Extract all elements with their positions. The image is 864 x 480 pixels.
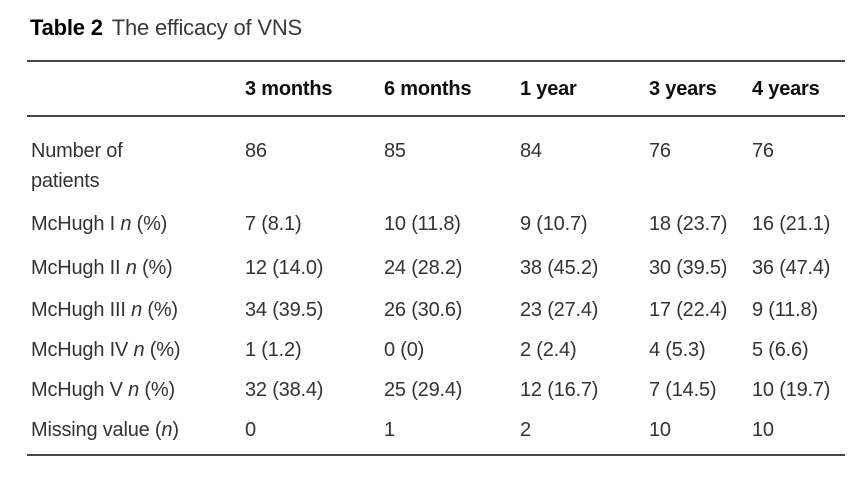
- table-row: McHugh I n (%) 7 (8.1) 10 (11.8) 9 (10.7) 18…: [27, 202, 845, 246]
- column-header-4-years: 4 years: [752, 77, 820, 100]
- cell-value: 7 (8.1): [245, 213, 302, 235]
- table-caption-label: Table 2: [30, 15, 103, 40]
- row-label-text: (%): [139, 379, 175, 401]
- cell-value: 10: [752, 419, 774, 441]
- row-label-text: McHugh I: [31, 213, 121, 235]
- row-label-text: ): [172, 419, 179, 441]
- cell-value: 86: [245, 140, 267, 162]
- cell-value: 32 (38.4): [245, 379, 324, 401]
- cell-value: 76: [649, 140, 671, 162]
- cell-value: 76: [752, 140, 774, 162]
- row-label-italic-n: n: [161, 419, 173, 441]
- row-label-text: McHugh III: [31, 299, 132, 321]
- row-label-text: (%): [142, 299, 178, 321]
- cell-value: 10: [649, 419, 671, 441]
- cell-value: 36 (47.4): [752, 257, 831, 279]
- cell-value: 12 (16.7): [520, 379, 599, 401]
- cell-value: 24 (28.2): [384, 257, 463, 279]
- table-body: Number of patients 86 85 84 76 76 McHugh I n (…: [27, 117, 845, 450]
- cell-value: 34 (39.5): [245, 299, 324, 321]
- cell-value: 30 (39.5): [649, 257, 728, 279]
- row-label-text: (%): [131, 213, 168, 235]
- cell-value: 2 (2.4): [520, 339, 577, 361]
- row-label: McHugh I n (%): [27, 209, 245, 239]
- cell-value: 10 (11.8): [384, 213, 461, 235]
- cell-value: 10 (19.7): [752, 379, 831, 401]
- row-label-italic-n: n: [131, 299, 142, 321]
- table-caption: Table 2 The efficacy of VNS: [30, 13, 864, 43]
- table: 3 months 6 months 1 year 3 years 4 years…: [27, 60, 845, 456]
- row-label-italic-n: n: [133, 339, 145, 361]
- cell-value: 5 (6.6): [752, 339, 809, 361]
- row-label-text: McHugh V: [31, 379, 129, 401]
- cell-value: 25 (29.4): [384, 379, 463, 401]
- row-label-text: McHugh II: [31, 257, 126, 279]
- cell-value: 1 (1.2): [245, 339, 302, 361]
- cell-value: 16 (21.1): [752, 213, 831, 235]
- row-label-text: (%): [144, 339, 181, 361]
- row-label-text: McHugh IV: [31, 339, 134, 361]
- cell-value: 85: [384, 140, 406, 162]
- table-row: McHugh V n (%) 32 (38.4) 25 (29.4) 12 (16.7…: [27, 370, 845, 410]
- table-header-row: 3 months 6 months 1 year 3 years 4 years: [27, 62, 845, 115]
- cell-value: 38 (45.2): [520, 257, 599, 279]
- row-label: McHugh V n (%): [27, 375, 245, 405]
- cell-value: 26 (30.6): [384, 299, 463, 321]
- cell-value: 17 (22.4): [649, 299, 728, 321]
- table-caption-text: The efficacy of VNS: [111, 15, 302, 40]
- row-label-italic-n: n: [120, 213, 132, 235]
- cell-value: 0 (0): [384, 339, 425, 361]
- cell-value: 12 (14.0): [245, 257, 324, 279]
- cell-value: 18 (23.7): [649, 213, 728, 235]
- row-label-text: Missing value (: [31, 419, 162, 441]
- column-header-3-months: 3 months: [245, 77, 333, 100]
- cell-value: 0: [245, 419, 256, 441]
- row-label: McHugh IV n (%): [27, 335, 245, 365]
- cell-value: 9 (10.7): [520, 213, 588, 235]
- row-label-italic-n: n: [125, 257, 137, 279]
- table-row: McHugh IV n (%) 1 (1.2) 0 (0) 2 (2.4) 4 (5.3…: [27, 330, 845, 370]
- column-header-3-years: 3 years: [649, 77, 717, 100]
- row-label-text: Number of patients: [31, 140, 123, 192]
- row-label: Missing value (n): [27, 415, 245, 445]
- table-rule-header: [27, 115, 845, 117]
- row-label: McHugh III n (%): [27, 295, 245, 325]
- table-row: McHugh III n (%) 34 (39.5) 26 (30.6) 23 (27…: [27, 290, 845, 330]
- table-row: Number of patients 86 85 84 76 76: [27, 117, 845, 202]
- column-header-1-year: 1 year: [520, 77, 577, 100]
- row-label: McHugh II n (%): [27, 253, 245, 283]
- table-rule-top: [27, 60, 845, 62]
- cell-value: 2: [520, 419, 531, 441]
- table-rule-bottom: [27, 454, 845, 456]
- row-label-text: (%): [136, 257, 173, 279]
- cell-value: 23 (27.4): [520, 299, 599, 321]
- table-row: Missing value (n) 0 1 2 10 10: [27, 410, 845, 450]
- row-label-italic-n: n: [128, 379, 140, 401]
- cell-value: 84: [520, 140, 542, 162]
- cell-value: 7 (14.5): [649, 379, 717, 401]
- cell-value: 1: [384, 419, 395, 441]
- table-row: McHugh II n (%) 12 (14.0) 24 (28.2) 38 (45.…: [27, 246, 845, 290]
- cell-value: 4 (5.3): [649, 339, 706, 361]
- row-label: Number of patients: [27, 136, 181, 196]
- column-header-6-months: 6 months: [384, 77, 472, 100]
- cell-value: 9 (11.8): [752, 299, 818, 321]
